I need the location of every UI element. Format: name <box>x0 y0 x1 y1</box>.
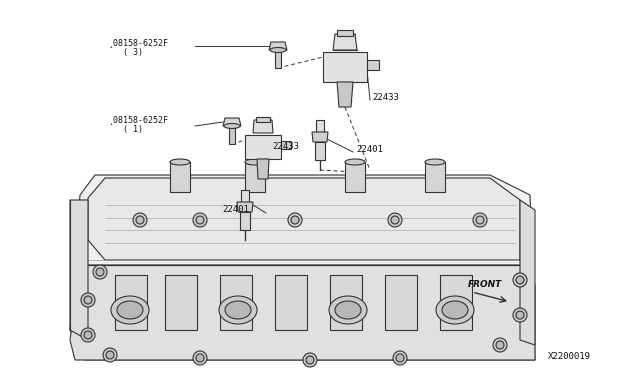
Text: 22401: 22401 <box>356 145 383 154</box>
Ellipse shape <box>436 296 474 324</box>
Bar <box>220 275 252 330</box>
Circle shape <box>516 276 524 284</box>
Text: 22433: 22433 <box>372 93 399 102</box>
Circle shape <box>516 311 524 319</box>
Circle shape <box>476 216 484 224</box>
Circle shape <box>306 356 314 364</box>
Circle shape <box>396 354 404 362</box>
Ellipse shape <box>117 301 143 319</box>
Polygon shape <box>520 200 535 345</box>
Ellipse shape <box>245 159 265 165</box>
Circle shape <box>196 354 204 362</box>
Text: ¸08158-6252F
   ( 3): ¸08158-6252F ( 3) <box>108 38 168 57</box>
Ellipse shape <box>335 301 361 319</box>
Circle shape <box>473 213 487 227</box>
Ellipse shape <box>224 124 240 128</box>
Circle shape <box>103 348 117 362</box>
Bar <box>323 52 367 82</box>
Bar <box>275 275 307 330</box>
Circle shape <box>496 341 504 349</box>
Bar <box>316 120 324 132</box>
Bar <box>367 60 379 70</box>
Text: FRONT: FRONT <box>468 280 502 289</box>
Bar <box>425 162 445 192</box>
Circle shape <box>193 351 207 365</box>
Bar <box>440 275 472 330</box>
Ellipse shape <box>219 296 257 324</box>
Ellipse shape <box>345 159 365 165</box>
Circle shape <box>513 273 527 287</box>
Bar <box>315 142 325 160</box>
Bar <box>245 162 265 192</box>
Bar <box>241 190 249 202</box>
Circle shape <box>391 216 399 224</box>
Bar <box>385 275 417 330</box>
Polygon shape <box>312 132 328 142</box>
Ellipse shape <box>329 296 367 324</box>
Circle shape <box>288 213 302 227</box>
Circle shape <box>136 216 144 224</box>
Polygon shape <box>333 34 357 50</box>
Bar <box>240 212 250 230</box>
Polygon shape <box>337 82 353 107</box>
Ellipse shape <box>225 301 251 319</box>
Text: ¸08158-6252F
   ( 1): ¸08158-6252F ( 1) <box>108 115 168 134</box>
Bar <box>170 162 190 192</box>
Circle shape <box>493 338 507 352</box>
Polygon shape <box>237 202 253 212</box>
Bar <box>281 141 291 149</box>
Ellipse shape <box>442 301 468 319</box>
Circle shape <box>106 351 114 359</box>
Polygon shape <box>88 178 520 260</box>
Circle shape <box>196 216 204 224</box>
Circle shape <box>84 296 92 304</box>
Ellipse shape <box>111 296 149 324</box>
Circle shape <box>388 213 402 227</box>
Circle shape <box>93 265 107 279</box>
Bar <box>330 275 362 330</box>
Circle shape <box>84 331 92 339</box>
Circle shape <box>133 213 147 227</box>
Text: 22433: 22433 <box>272 142 299 151</box>
Polygon shape <box>257 159 269 179</box>
Circle shape <box>513 308 527 322</box>
Circle shape <box>303 353 317 367</box>
Bar <box>165 275 197 330</box>
Circle shape <box>393 351 407 365</box>
Circle shape <box>193 213 207 227</box>
Bar <box>337 30 353 36</box>
Text: X2200019: X2200019 <box>548 352 591 361</box>
Bar <box>345 162 365 192</box>
Bar <box>229 126 235 144</box>
Polygon shape <box>70 175 535 360</box>
Bar <box>256 117 270 122</box>
Ellipse shape <box>170 159 190 165</box>
Ellipse shape <box>270 48 286 52</box>
Bar <box>115 275 147 330</box>
Polygon shape <box>70 200 88 340</box>
Bar <box>245 135 281 159</box>
Ellipse shape <box>425 159 445 165</box>
Text: 22401: 22401 <box>222 205 249 214</box>
Circle shape <box>96 268 104 276</box>
Polygon shape <box>253 120 273 133</box>
Polygon shape <box>70 265 535 360</box>
Bar <box>275 50 281 68</box>
Polygon shape <box>223 118 241 126</box>
Circle shape <box>81 328 95 342</box>
Polygon shape <box>269 42 287 50</box>
Circle shape <box>291 216 299 224</box>
Circle shape <box>81 293 95 307</box>
